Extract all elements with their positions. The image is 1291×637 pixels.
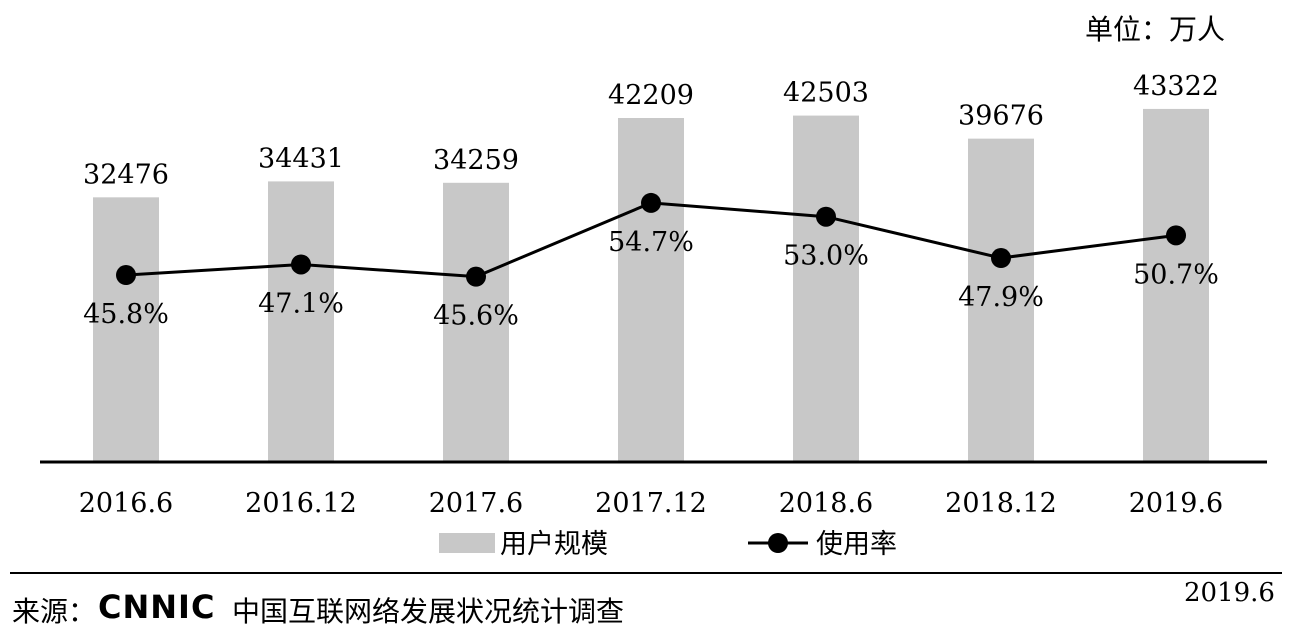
category-label: 2017.6 bbox=[429, 488, 523, 519]
rate-value-label: 47.1% bbox=[258, 288, 344, 319]
rate-point bbox=[991, 248, 1011, 269]
footer-date: 2019.6 bbox=[1184, 578, 1275, 608]
category-label: 2018.6 bbox=[779, 488, 873, 519]
footer-divider bbox=[10, 572, 1282, 574]
legend-bar-label: 用户规模 bbox=[500, 529, 608, 560]
bar bbox=[1143, 108, 1209, 463]
source-label: 来源： bbox=[12, 595, 97, 628]
rate-point bbox=[1166, 225, 1186, 246]
rate-point bbox=[291, 254, 311, 275]
legend-line-marker bbox=[768, 533, 788, 553]
rate-value-label: 53.0% bbox=[783, 241, 869, 272]
rate-value-label: 54.7% bbox=[608, 227, 694, 258]
unit-label: 单位：万人 bbox=[1085, 13, 1226, 46]
category-label: 2019.6 bbox=[1129, 488, 1223, 519]
source-org: 中国互联网络发展状况统计调查 bbox=[232, 595, 625, 628]
bar bbox=[793, 115, 859, 462]
bar-value-label: 34431 bbox=[258, 143, 344, 174]
legend-line-label: 使用率 bbox=[816, 529, 897, 560]
rate-value-label: 45.6% bbox=[433, 301, 519, 332]
rate-value-label: 50.7% bbox=[1133, 259, 1219, 290]
rate-point bbox=[641, 192, 661, 213]
legend-bar-swatch bbox=[439, 533, 495, 553]
rate-value-label: 47.9% bbox=[958, 282, 1044, 313]
category-label: 2017.12 bbox=[595, 488, 707, 519]
category-label: 2016.6 bbox=[79, 488, 173, 519]
rate-value-label: 45.8% bbox=[83, 299, 169, 330]
rate-point bbox=[466, 266, 486, 287]
rate-point bbox=[816, 206, 836, 227]
bar-value-label: 42209 bbox=[608, 80, 694, 111]
bar-value-label: 39676 bbox=[958, 101, 1044, 132]
bar-value-label: 32476 bbox=[83, 159, 169, 190]
bar-value-label: 43322 bbox=[1133, 71, 1219, 102]
bar bbox=[618, 117, 684, 463]
bar-value-label: 42503 bbox=[783, 78, 869, 109]
cnnic-logo: CNNIC bbox=[98, 588, 216, 626]
bar-value-label: 34259 bbox=[433, 145, 519, 176]
category-label: 2016.12 bbox=[245, 488, 357, 519]
rate-point bbox=[116, 265, 136, 286]
category-label: 2018.12 bbox=[945, 488, 1057, 519]
bar bbox=[93, 197, 159, 462]
bar bbox=[968, 138, 1034, 462]
bar bbox=[268, 181, 334, 463]
bar bbox=[443, 182, 509, 462]
